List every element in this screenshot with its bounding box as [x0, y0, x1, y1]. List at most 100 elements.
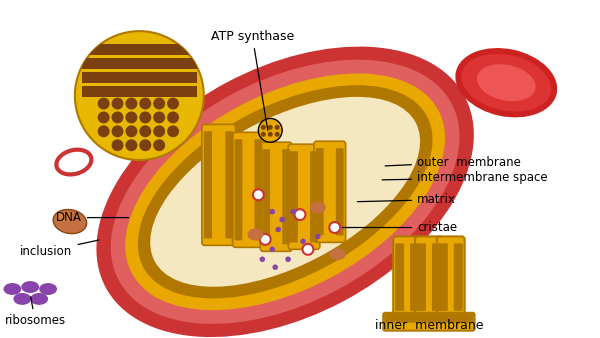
Circle shape: [75, 31, 204, 160]
Circle shape: [139, 112, 151, 123]
Circle shape: [261, 125, 266, 130]
Ellipse shape: [138, 85, 433, 298]
FancyBboxPatch shape: [454, 243, 463, 311]
FancyBboxPatch shape: [410, 243, 419, 311]
Circle shape: [300, 239, 306, 244]
Circle shape: [153, 139, 165, 151]
Ellipse shape: [13, 293, 31, 305]
Circle shape: [139, 125, 151, 137]
Circle shape: [112, 112, 124, 123]
Circle shape: [112, 139, 124, 151]
Text: ATP synthase: ATP synthase: [211, 30, 294, 130]
FancyBboxPatch shape: [316, 148, 323, 236]
Circle shape: [286, 257, 291, 262]
Ellipse shape: [53, 210, 86, 234]
Circle shape: [302, 244, 313, 255]
FancyBboxPatch shape: [254, 139, 262, 240]
Text: cristae: cristae: [343, 221, 457, 234]
Ellipse shape: [30, 293, 48, 305]
FancyBboxPatch shape: [310, 151, 318, 242]
Circle shape: [269, 209, 275, 214]
FancyBboxPatch shape: [82, 58, 197, 69]
Circle shape: [259, 118, 282, 142]
FancyBboxPatch shape: [233, 132, 264, 247]
Circle shape: [253, 189, 264, 200]
Text: inner  membrane: inner membrane: [374, 319, 483, 332]
Circle shape: [329, 222, 340, 233]
Circle shape: [269, 246, 275, 252]
Ellipse shape: [97, 47, 474, 337]
FancyBboxPatch shape: [439, 243, 448, 311]
Ellipse shape: [247, 228, 263, 240]
Circle shape: [153, 98, 165, 110]
Circle shape: [139, 139, 151, 151]
FancyBboxPatch shape: [395, 243, 404, 311]
Ellipse shape: [310, 202, 326, 214]
Circle shape: [167, 112, 179, 123]
Circle shape: [275, 227, 281, 232]
FancyBboxPatch shape: [432, 243, 441, 311]
FancyBboxPatch shape: [417, 243, 426, 311]
FancyBboxPatch shape: [290, 151, 298, 242]
FancyBboxPatch shape: [262, 149, 270, 244]
FancyBboxPatch shape: [82, 44, 197, 55]
Ellipse shape: [22, 281, 39, 293]
FancyBboxPatch shape: [314, 141, 346, 242]
Circle shape: [167, 125, 179, 137]
Ellipse shape: [125, 73, 445, 310]
Ellipse shape: [455, 48, 557, 117]
Ellipse shape: [58, 212, 72, 222]
Circle shape: [275, 125, 280, 130]
FancyBboxPatch shape: [437, 237, 464, 318]
Circle shape: [112, 98, 124, 110]
Circle shape: [295, 209, 305, 220]
Text: DNA: DNA: [56, 211, 128, 224]
Text: outer  membrane: outer membrane: [385, 155, 521, 169]
Circle shape: [98, 98, 110, 110]
Ellipse shape: [477, 64, 536, 101]
Circle shape: [125, 139, 137, 151]
FancyBboxPatch shape: [336, 148, 344, 236]
Text: matrix: matrix: [358, 193, 456, 206]
Circle shape: [261, 132, 266, 137]
Circle shape: [98, 112, 110, 123]
FancyBboxPatch shape: [288, 144, 320, 249]
Circle shape: [272, 264, 278, 270]
Circle shape: [167, 98, 179, 110]
Circle shape: [98, 125, 110, 137]
FancyBboxPatch shape: [82, 86, 197, 97]
Circle shape: [290, 209, 296, 214]
Circle shape: [260, 257, 265, 262]
FancyBboxPatch shape: [235, 139, 242, 240]
Circle shape: [153, 112, 165, 123]
Ellipse shape: [461, 54, 551, 112]
FancyBboxPatch shape: [202, 124, 236, 245]
Circle shape: [275, 132, 280, 137]
Text: ribosomes: ribosomes: [4, 297, 65, 327]
Circle shape: [125, 98, 137, 110]
Ellipse shape: [150, 97, 420, 287]
Circle shape: [125, 112, 137, 123]
FancyBboxPatch shape: [415, 237, 443, 318]
FancyBboxPatch shape: [260, 142, 292, 251]
FancyBboxPatch shape: [204, 131, 212, 238]
Circle shape: [268, 125, 273, 130]
Ellipse shape: [56, 150, 91, 174]
Text: intermembrane space: intermembrane space: [382, 171, 548, 185]
Circle shape: [139, 98, 151, 110]
Ellipse shape: [4, 283, 22, 295]
Circle shape: [315, 234, 320, 239]
FancyBboxPatch shape: [226, 131, 233, 238]
Text: inclusion: inclusion: [20, 240, 99, 258]
FancyBboxPatch shape: [282, 149, 290, 244]
Circle shape: [112, 125, 124, 137]
FancyBboxPatch shape: [82, 72, 197, 83]
Circle shape: [153, 125, 165, 137]
FancyBboxPatch shape: [383, 313, 475, 331]
Circle shape: [280, 217, 285, 222]
FancyBboxPatch shape: [385, 314, 473, 323]
Circle shape: [260, 234, 271, 245]
Ellipse shape: [111, 60, 460, 324]
Ellipse shape: [39, 283, 57, 295]
Circle shape: [125, 125, 137, 137]
